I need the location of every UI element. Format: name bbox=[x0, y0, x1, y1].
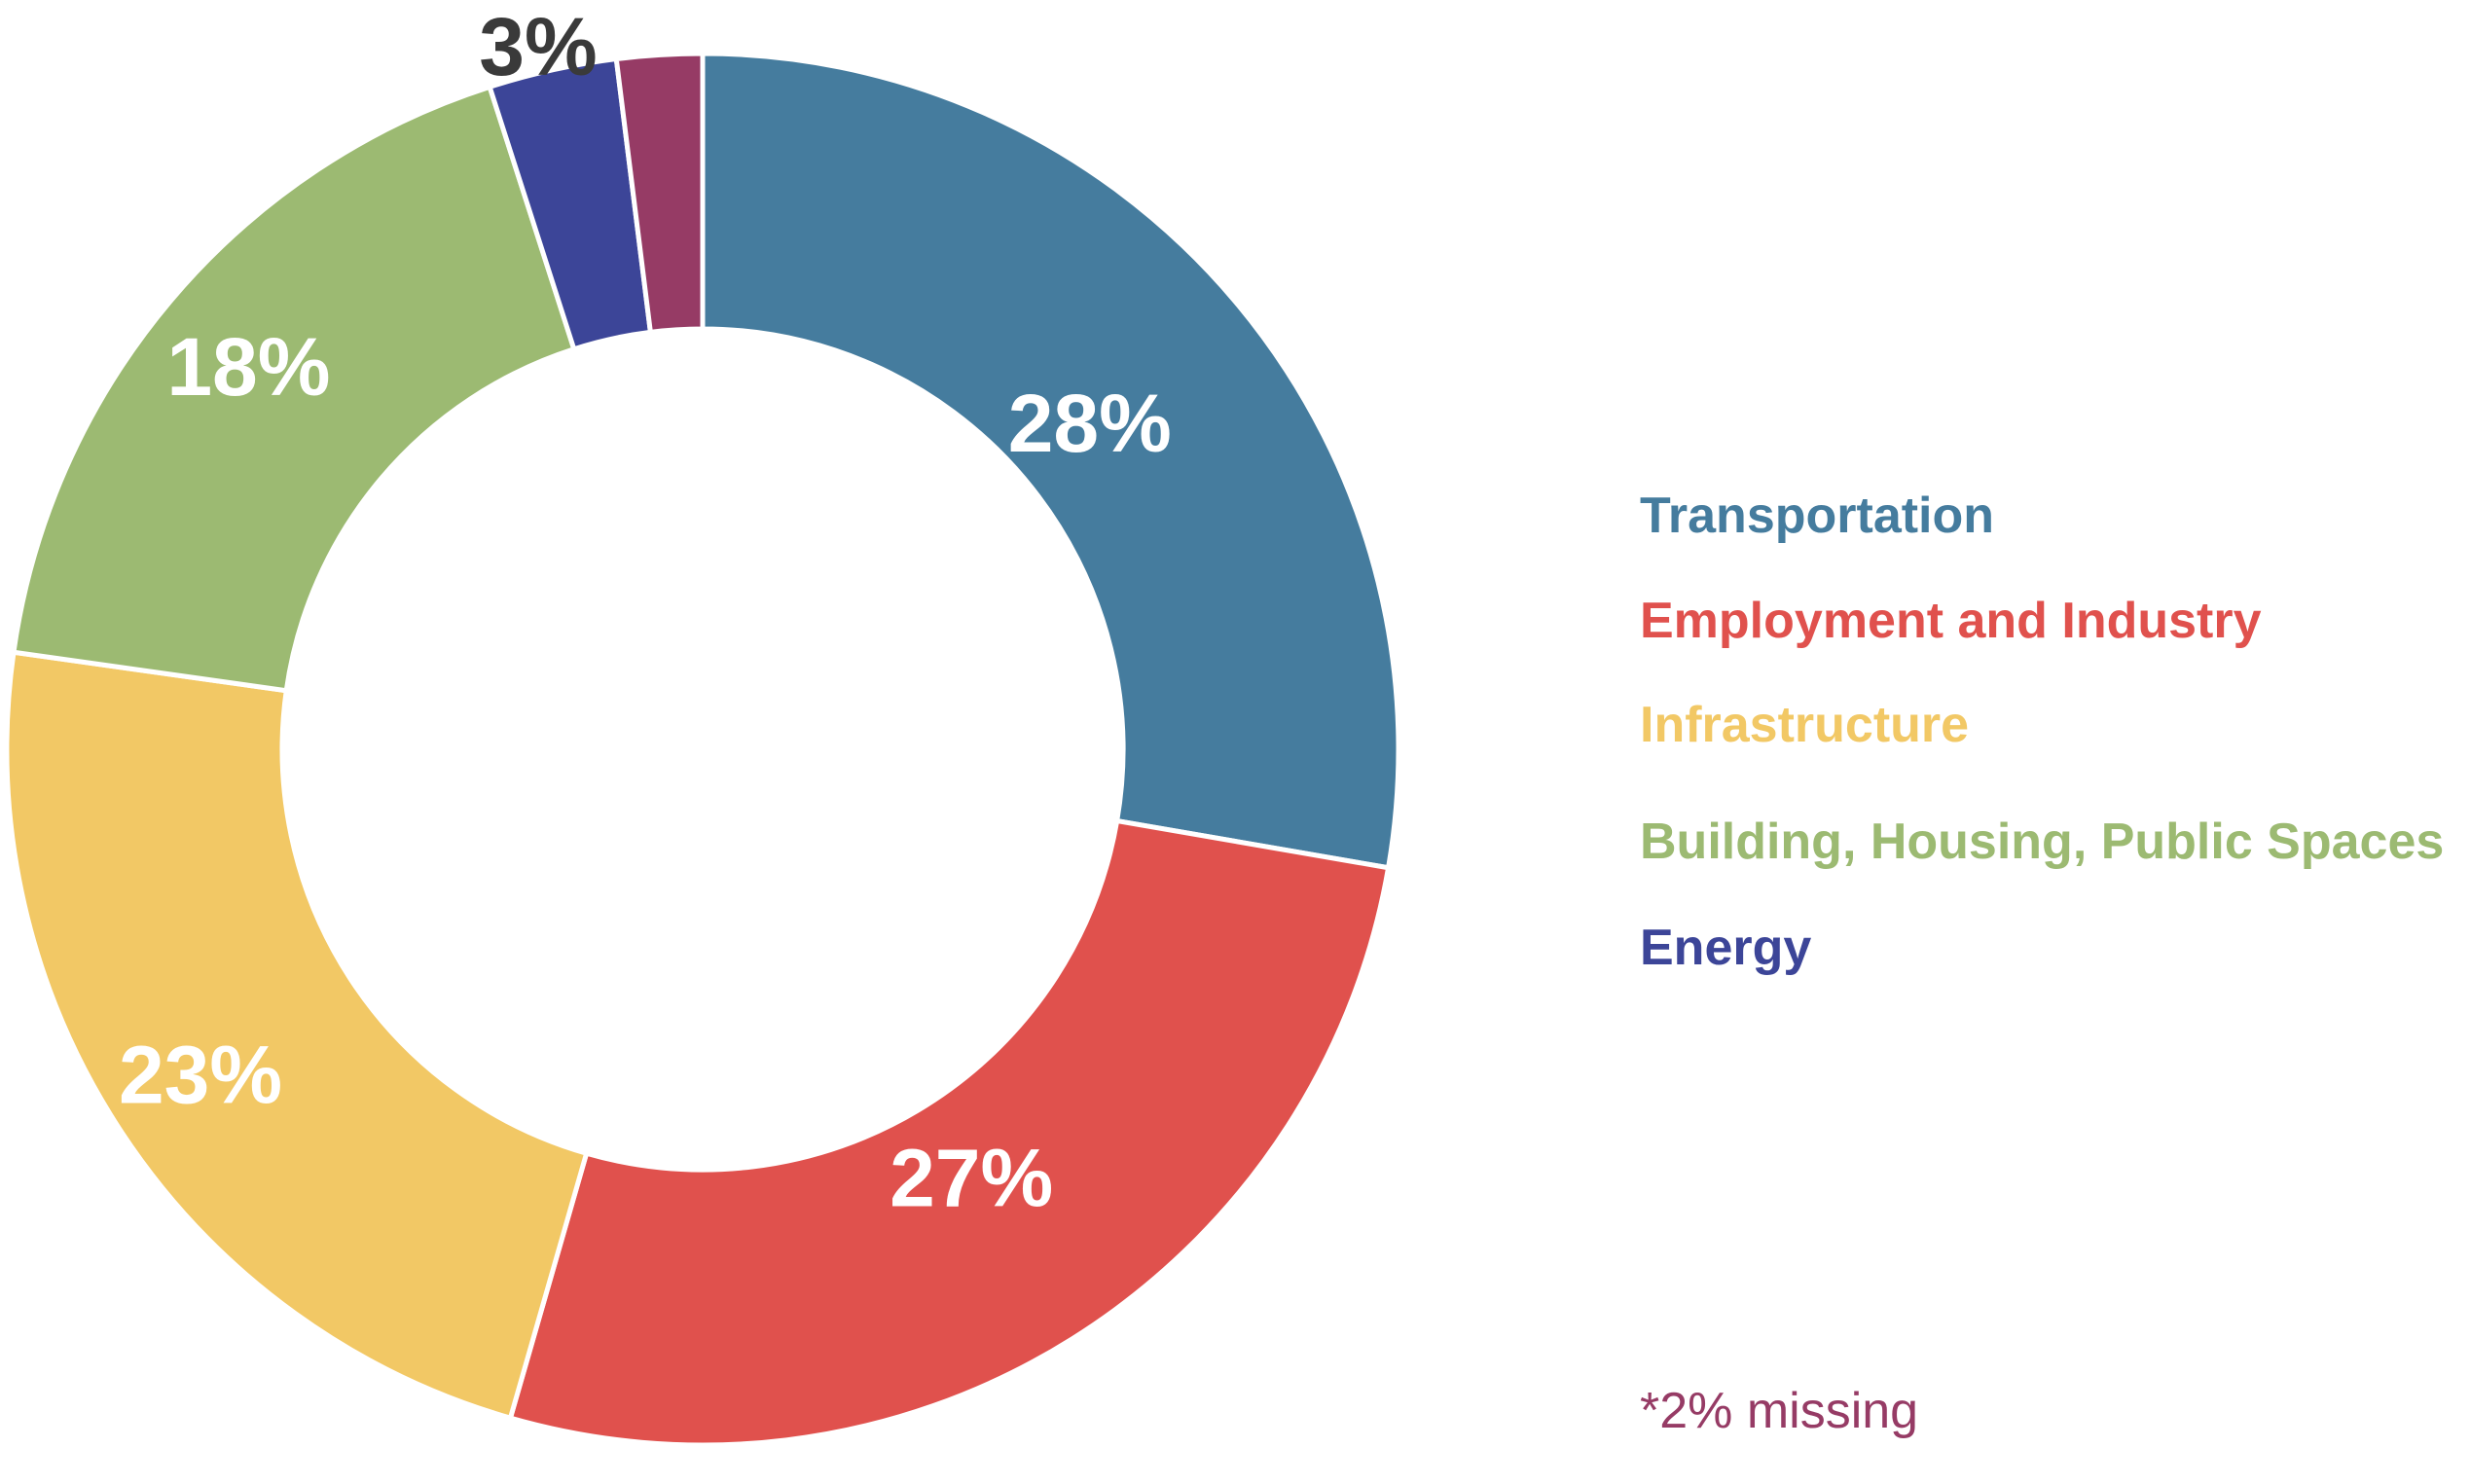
slice-labels: 28% 27% 23% 18% 3% bbox=[119, 1, 1172, 1224]
slice-label-building-housing-public-spaces: 18% bbox=[166, 321, 330, 413]
legend-item-energy: Energy bbox=[1640, 920, 1811, 976]
slice-label-infrastructure: 23% bbox=[119, 1030, 282, 1121]
legend: Transportation Employment and Industry Inf… bbox=[1640, 488, 2444, 976]
slice-label-employment-and-industry: 27% bbox=[890, 1133, 1053, 1224]
slice-employment-and-industry bbox=[507, 817, 1392, 1448]
missing-note: *2% missing bbox=[1640, 1383, 1918, 1439]
slice-infrastructure bbox=[4, 649, 590, 1422]
donut-slices bbox=[4, 51, 1401, 1448]
slice-label-transportation: 28% bbox=[1008, 378, 1172, 469]
legend-item-transportation: Transportation bbox=[1640, 488, 1994, 544]
slice-label-energy: 3% bbox=[479, 1, 597, 92]
legend-item-infrastructure: Infrastructure bbox=[1640, 697, 1969, 753]
slice-building-housing-public-spaces bbox=[11, 84, 577, 694]
legend-item-employment-and-industry: Employment and Industry bbox=[1640, 593, 2262, 649]
slice-transportation bbox=[700, 51, 1401, 871]
slice-missing bbox=[613, 51, 706, 336]
legend-item-building-housing-public-spaces: Building, Housing, Public Spaces bbox=[1640, 814, 2444, 870]
